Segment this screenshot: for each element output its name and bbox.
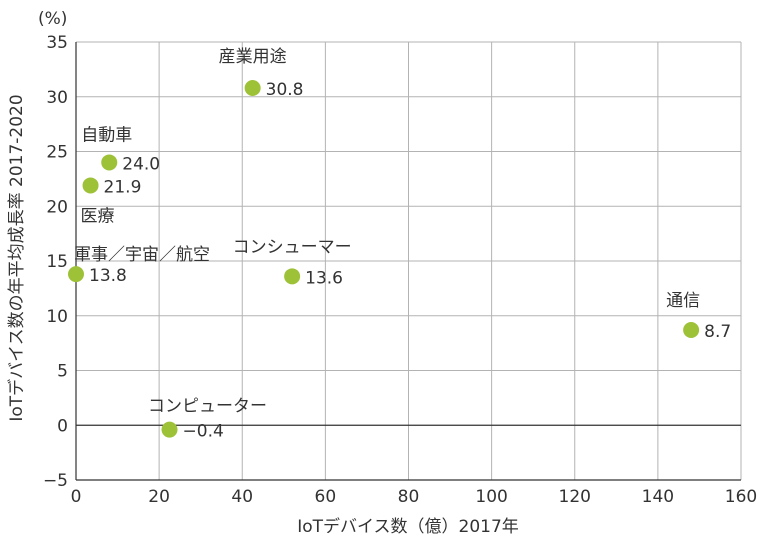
data-point (284, 268, 301, 285)
y-tick-label: 10 (46, 307, 68, 327)
data-label: 21.9 (104, 177, 142, 197)
category-label: 医療 (81, 206, 115, 226)
y-axis-title: IoTデバイス数の年平均成長率 2017-2020 (6, 94, 27, 421)
x-tick-label: 40 (231, 487, 253, 507)
axes (75, 42, 741, 481)
x-tick-label: 140 (642, 487, 674, 507)
x-tick-label: 80 (398, 487, 420, 507)
y-tick-label: −5 (43, 471, 68, 491)
data-label: 8.7 (704, 322, 731, 342)
y-tick-label: 15 (46, 252, 68, 272)
x-tick-label: 20 (148, 487, 170, 507)
x-tick-label: 160 (725, 487, 757, 507)
category-label: コンシューマー (233, 237, 352, 257)
data-label: 13.6 (305, 268, 343, 288)
data-point (683, 321, 700, 338)
category-label: 自動車 (81, 125, 132, 145)
category-label: 産業用途 (219, 47, 287, 67)
category-label: コンピューター (148, 397, 267, 417)
data-label: −0.4 (183, 422, 224, 442)
x-axis-title: IoTデバイス数（億）2017年 (297, 516, 519, 537)
x-tick-label: 100 (475, 487, 507, 507)
data-point (101, 154, 118, 171)
data-point (82, 177, 99, 194)
data-label: 13.8 (89, 266, 127, 286)
data-label: 24.0 (122, 154, 160, 174)
x-tick-label: 120 (559, 487, 591, 507)
category-label: 通信 (666, 291, 700, 311)
y-unit-label: (%) (38, 9, 67, 29)
y-tick-label: 30 (46, 88, 68, 108)
x-tick-label: 60 (315, 487, 337, 507)
y-tick-label: 20 (46, 197, 68, 217)
y-tick-label: 25 (46, 143, 68, 163)
data-label: 30.8 (266, 80, 304, 100)
x-tick-label: 0 (71, 487, 82, 507)
grid-lines (76, 41, 742, 480)
category-label: 軍事／宇宙／航空 (74, 245, 210, 265)
data-point (68, 266, 84, 283)
y-tick-label: 0 (57, 416, 68, 436)
data-point (161, 421, 178, 438)
y-tick-label: 35 (46, 33, 68, 53)
y-tick-label: 5 (57, 362, 68, 382)
data-point (244, 79, 261, 96)
data-points: 30.8 産業用途 24.0 自動車 21.9 医療 13.8軍事／宇宙／航空 13.6 コンシ… (68, 47, 731, 442)
